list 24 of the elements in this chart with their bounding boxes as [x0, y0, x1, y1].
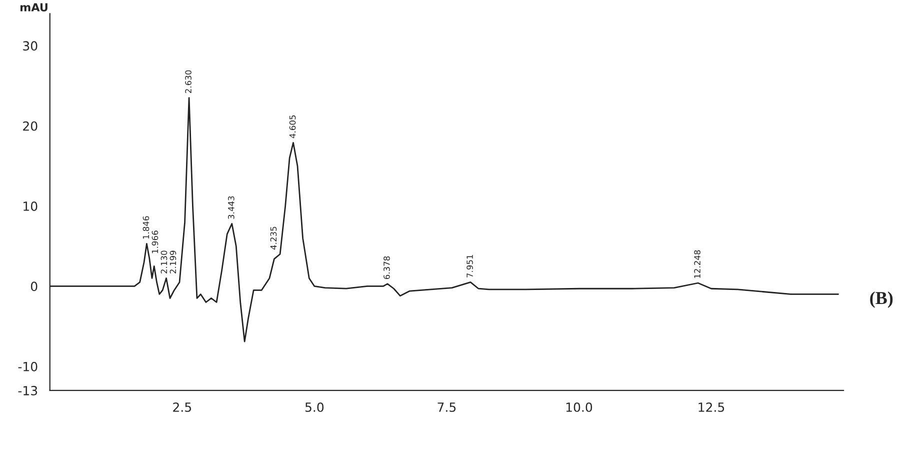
y-tick-label: 20: [23, 121, 38, 131]
annotation: 1.846: [142, 216, 150, 239]
x-tick-label: 7.5: [438, 402, 456, 412]
y-tick-label: 30: [23, 41, 38, 51]
annotation: 4.605: [289, 115, 296, 138]
annotation: 3.443: [228, 196, 234, 219]
x-tick-label: 12.5: [698, 402, 724, 412]
y-tick-label: -10: [18, 362, 38, 372]
x-tick-label: 10.0: [566, 402, 592, 412]
y-tick-label: -13: [18, 386, 38, 396]
annotation: 2.630: [185, 70, 192, 94]
annotation: 7.951: [466, 254, 473, 278]
x-tick-label: 2.5: [173, 402, 192, 412]
annotation: 2.130: [160, 250, 168, 274]
annotation: 2.199: [170, 250, 176, 274]
y-axis-title: mAU: [20, 3, 48, 12]
annotation: 4.235: [270, 226, 277, 250]
x-tick-label: 5.0: [305, 402, 324, 412]
text: (B): [870, 291, 893, 308]
annotation: 12.248: [694, 250, 700, 278]
annotation: 1.966: [152, 230, 158, 254]
annotation: 6.378: [384, 256, 390, 280]
y-tick-label: 10: [24, 202, 38, 211]
y-tick-label: 0: [30, 282, 38, 292]
